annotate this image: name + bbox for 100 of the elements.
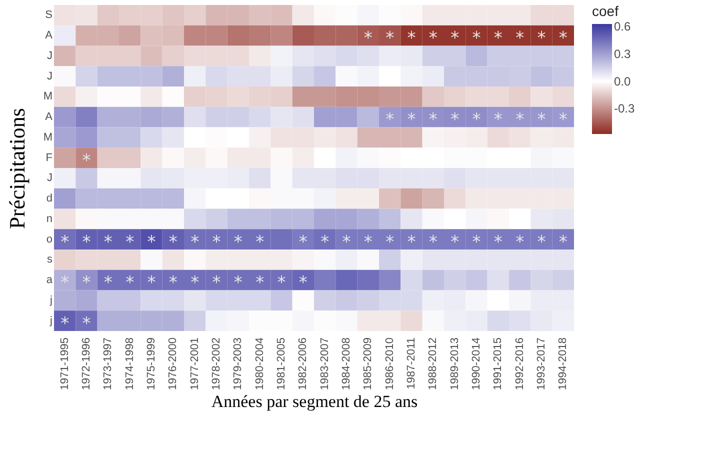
x-tick-label: 1982-2006 <box>297 338 310 390</box>
data-label: * <box>234 232 242 252</box>
y-tick-label: s <box>47 254 53 266</box>
y-tick-label: S <box>45 9 52 22</box>
data-label: * <box>104 273 112 294</box>
y-tick-label: n <box>46 212 52 225</box>
data-label: * <box>537 28 546 49</box>
data-label: * <box>126 273 134 294</box>
x-tick-label: 1990-2014 <box>470 338 482 390</box>
data-label: * <box>364 28 372 49</box>
color-bar-label: 0.6 <box>614 20 632 34</box>
data-label: * <box>126 232 134 252</box>
data-label: * <box>472 28 481 49</box>
y-tick-label: J <box>47 172 52 184</box>
data-label: * <box>168 232 178 252</box>
data-label: * <box>386 28 394 49</box>
data-label: * <box>277 273 286 294</box>
x-tick-label: 1988-2012 <box>427 338 440 390</box>
data-label: * <box>212 232 221 252</box>
x-tick-label: 1974-1998 <box>124 338 136 390</box>
x-tick-label: 1971-1995 <box>58 338 71 390</box>
data-label: * <box>342 232 351 252</box>
y-tick-label: j <box>49 314 52 327</box>
y-tick-label: J <box>47 50 52 62</box>
y-axis-title: Précipitations <box>4 108 30 229</box>
color-bar-label: 0.0 <box>614 74 632 88</box>
data-label: * <box>147 232 156 252</box>
data-label: * <box>82 314 91 334</box>
data-label: * <box>407 110 416 130</box>
data-label: * <box>234 273 242 294</box>
y-tick-label: A <box>45 30 54 42</box>
data-label: * <box>104 232 112 252</box>
data-label: * <box>147 273 156 294</box>
x-tick-label: 1987-2011 <box>406 338 418 390</box>
data-label: * <box>298 232 308 252</box>
y-tick-label: j <box>49 294 52 306</box>
data-label: * <box>82 232 91 252</box>
data-label: * <box>256 232 264 252</box>
data-label: * <box>256 273 264 294</box>
data-label: * <box>516 232 524 252</box>
data-label: * <box>60 232 70 252</box>
x-tick-label: 1985-2009 <box>362 338 374 390</box>
data-label: * <box>428 232 438 252</box>
data-label: * <box>212 273 221 294</box>
x-tick-label: 1994-2018 <box>557 338 570 390</box>
data-label: * <box>428 110 438 130</box>
data-label: * <box>320 232 330 252</box>
data-label: * <box>168 273 178 294</box>
x-tick-label: 1992-2016 <box>514 338 526 390</box>
data-label: * <box>494 110 502 130</box>
legend-title: coef <box>592 3 619 19</box>
x-tick-label: 1978-2002 <box>210 338 222 390</box>
data-label: * <box>494 232 502 252</box>
data-label: * <box>82 273 91 294</box>
x-tick-label: 1986-2010 <box>384 338 396 390</box>
data-label: * <box>386 110 394 130</box>
data-label: * <box>494 28 502 49</box>
data-label: * <box>472 232 481 252</box>
x-tick-label: 1981-2005 <box>276 338 288 390</box>
y-tick-label: o <box>46 233 52 246</box>
data-label: * <box>190 232 200 252</box>
x-tick-label: 1980-2004 <box>254 338 266 390</box>
x-tick-label: 1991-2015 <box>492 338 504 390</box>
data-label: * <box>516 28 524 49</box>
y-tick-label: M <box>43 131 52 144</box>
x-tick-label: 1975-1999 <box>146 338 158 390</box>
data-label: * <box>82 150 91 171</box>
x-tick-label: 1977-2001 <box>188 338 201 390</box>
x-tick-label: 1973-1997 <box>102 338 114 390</box>
x-tick-label: 1976-2000 <box>167 338 180 390</box>
x-axis-title: Années par segment de 25 ans <box>211 392 418 412</box>
data-label: * <box>386 232 394 252</box>
data-label: * <box>537 232 546 252</box>
x-tick-label: 1989-2013 <box>448 338 461 390</box>
data-label: * <box>472 110 481 130</box>
x-tick-label: 1972-1996 <box>80 338 92 390</box>
data-label: * <box>450 232 460 252</box>
x-tick-label: 1993-2017 <box>536 338 548 390</box>
data-label: * <box>558 28 568 49</box>
y-tick-label: J <box>47 70 52 82</box>
data-label: * <box>60 314 70 334</box>
x-tick-label: 1979-2003 <box>232 338 244 390</box>
y-tick-label: M <box>43 90 52 103</box>
color-bar-label: -0.3 <box>614 102 636 116</box>
y-tick-label: A <box>45 111 54 124</box>
data-label: * <box>364 232 372 252</box>
y-tick-label: a <box>46 274 54 286</box>
x-tick-label: 1983-2007 <box>318 338 331 390</box>
data-label: * <box>516 110 524 130</box>
y-tick-label: d <box>46 192 52 205</box>
data-label: * <box>60 273 70 294</box>
data-label: * <box>558 232 568 252</box>
data-label: * <box>428 28 438 49</box>
data-label: * <box>407 28 416 49</box>
data-label: * <box>450 28 460 49</box>
y-tick-label: F <box>46 152 53 164</box>
data-label: * <box>558 110 568 130</box>
color-bar-label: 0.3 <box>614 47 632 61</box>
x-tick-label: 1984-2008 <box>340 338 352 390</box>
data-label: * <box>450 110 460 130</box>
